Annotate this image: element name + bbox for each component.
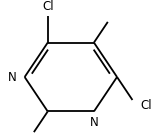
Text: N: N bbox=[90, 116, 98, 129]
Text: Cl: Cl bbox=[42, 0, 54, 13]
Text: Cl: Cl bbox=[140, 99, 152, 112]
Text: N: N bbox=[8, 71, 17, 83]
